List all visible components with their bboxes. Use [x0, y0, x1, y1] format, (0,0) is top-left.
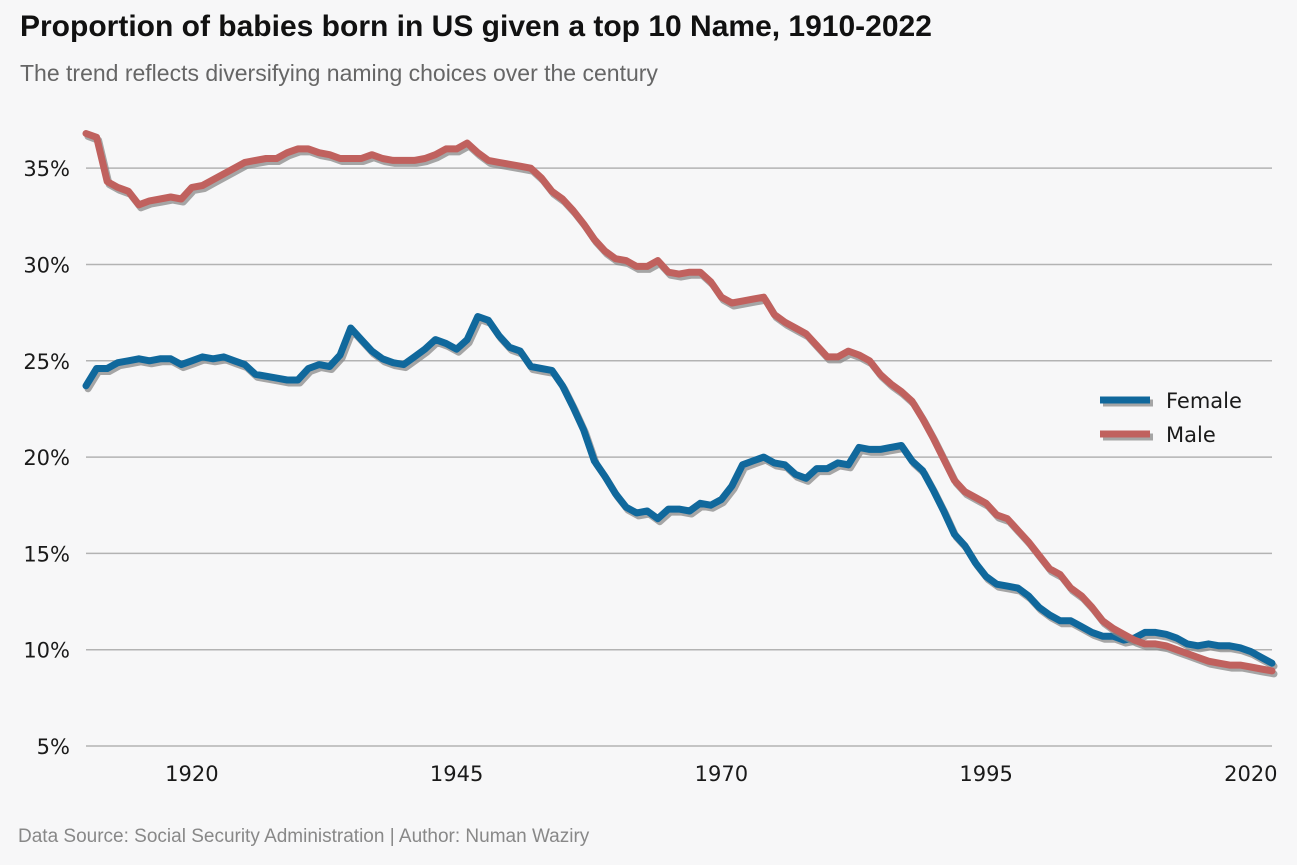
- y-tick-label: 25%: [23, 350, 70, 374]
- y-tick-label: 10%: [23, 639, 70, 663]
- x-tick-label: 1920: [165, 762, 218, 786]
- y-tick-label: 20%: [23, 446, 70, 470]
- series-lines: [82, 130, 1278, 678]
- axes: 5% 10% 15% 20% 25% 30% 35% 1920 1945 1970 1995 2020: [23, 157, 1277, 786]
- chart-subtitle: The trend reflects diversifying naming c…: [20, 60, 658, 86]
- series-line-female: [82, 313, 1276, 667]
- legend-label-male: Male: [1166, 423, 1216, 447]
- y-tick-label: 35%: [23, 157, 70, 181]
- y-tick-label: 5%: [37, 735, 70, 759]
- x-tick-label: 1945: [430, 762, 483, 786]
- chart-title: Proportion of babies born in US given a …: [20, 10, 932, 43]
- y-tick-label: 15%: [23, 542, 70, 566]
- series-line-male: [82, 130, 1276, 675]
- x-tick-label: 1995: [959, 762, 1012, 786]
- x-tick-label: 1970: [695, 762, 748, 786]
- series-shadow-male: [84, 133, 1278, 678]
- data-source-credit: Data Source: Social Security Administrat…: [18, 826, 590, 847]
- x-tick-label: 2020: [1224, 762, 1277, 786]
- grid-lines: [86, 167, 1272, 747]
- legend: Female Male: [1100, 389, 1242, 447]
- y-tick-label: 30%: [23, 253, 70, 277]
- legend-label-female: Female: [1166, 389, 1242, 413]
